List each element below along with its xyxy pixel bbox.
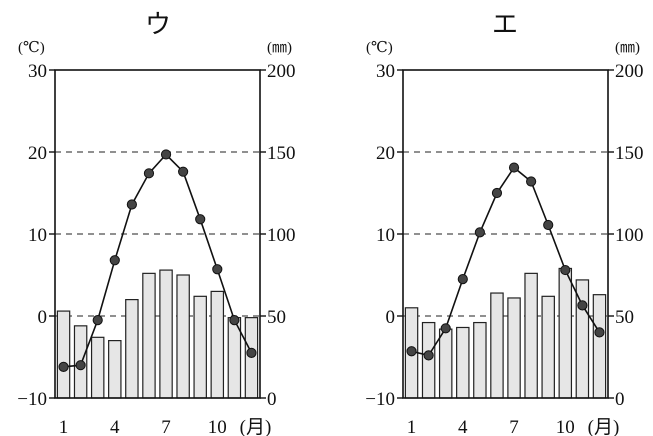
- left-tick-label: 0: [38, 307, 48, 328]
- left-axis-unit: (℃): [366, 40, 393, 56]
- x-tick-label: 1: [59, 417, 69, 436]
- right-tick-label: 0: [615, 389, 625, 410]
- chart-title: エ: [492, 10, 518, 40]
- temperature-line: [411, 166, 601, 357]
- precipitation-bar: [108, 340, 122, 399]
- x-tick-label: 4: [110, 417, 120, 436]
- temperature-point: [457, 274, 468, 285]
- precipitation-bar: [524, 272, 538, 399]
- left-tick-label: 30: [376, 61, 395, 82]
- x-tick-label: 10: [556, 417, 575, 436]
- temperature-point: [109, 255, 120, 266]
- temperature-point: [560, 264, 571, 276]
- precipitation-bar: [142, 272, 156, 399]
- right-tick-label: 50: [267, 307, 286, 328]
- x-tick-label: 4: [458, 417, 468, 436]
- right-tick-label: 200: [615, 61, 644, 82]
- temperature-point: [58, 361, 69, 372]
- right-tick-label: 150: [267, 143, 296, 164]
- temperature-point: [160, 149, 172, 160]
- left-tick-label: 20: [28, 143, 47, 164]
- temperature-point: [526, 176, 537, 187]
- temperature-point: [75, 360, 86, 371]
- right-tick-label: 100: [267, 225, 296, 246]
- left-tick-label: 20: [376, 143, 395, 164]
- precipitation-bar: [456, 326, 470, 399]
- right-tick-label: 50: [615, 307, 634, 328]
- temperature-point: [92, 315, 103, 326]
- precipitation-bar: [210, 290, 225, 399]
- precipitation-bar: [558, 267, 573, 399]
- left-tick-label: −10: [17, 389, 47, 410]
- left-tick-label: 0: [386, 307, 396, 328]
- temperature-point: [406, 346, 417, 357]
- right-tick-label: 150: [615, 143, 644, 164]
- temperature-point: [594, 327, 605, 338]
- temperature-point: [543, 219, 554, 231]
- temperature-point: [474, 227, 485, 238]
- temperature-point: [246, 347, 257, 358]
- temperature-line: [63, 153, 253, 368]
- chart-title: ウ: [145, 10, 171, 40]
- temperature-point: [423, 350, 434, 361]
- temperature-point: [126, 199, 137, 210]
- precipitation-bar: [507, 297, 521, 399]
- temperature-point: [440, 323, 451, 334]
- temperature-point: [229, 315, 240, 326]
- precipitation-bar: [193, 295, 207, 399]
- x-tick-label: 1: [407, 417, 417, 436]
- precipitation-bar: [56, 310, 71, 399]
- temperature-point: [491, 187, 503, 199]
- left-axis-unit: (℃): [18, 40, 45, 56]
- precipitation-bar: [438, 328, 453, 399]
- precipitation-bar: [541, 295, 555, 399]
- temperature-point: [195, 214, 206, 225]
- precipitation-bar: [90, 336, 105, 399]
- right-axis-unit: (㎜): [267, 40, 292, 56]
- x-axis-unit: (月): [240, 417, 272, 436]
- temperature-point: [212, 264, 223, 275]
- left-tick-label: −10: [365, 389, 395, 410]
- right-tick-label: 200: [267, 61, 296, 82]
- left-tick-label: 10: [28, 225, 47, 246]
- left-tick-label: 30: [28, 61, 47, 82]
- x-tick-label: 7: [509, 417, 519, 436]
- temperature-point: [508, 162, 520, 173]
- temperature-point: [143, 168, 155, 179]
- right-tick-label: 0: [267, 389, 277, 410]
- precipitation-bar: [490, 292, 504, 399]
- precipitation-bar: [176, 274, 190, 399]
- precipitation-bar: [125, 299, 139, 399]
- precipitation-bar: [159, 269, 173, 399]
- x-tick-label: 7: [161, 417, 171, 436]
- precipitation-bar: [473, 321, 487, 399]
- x-tick-label: 10: [208, 417, 227, 436]
- temperature-point: [178, 166, 189, 177]
- left-tick-label: 10: [376, 225, 395, 246]
- precipitation-bar: [592, 294, 607, 399]
- temperature-point: [577, 300, 588, 311]
- right-axis-unit: (㎜): [615, 40, 640, 56]
- right-tick-label: 100: [615, 225, 644, 246]
- x-axis-unit: (月): [588, 417, 620, 436]
